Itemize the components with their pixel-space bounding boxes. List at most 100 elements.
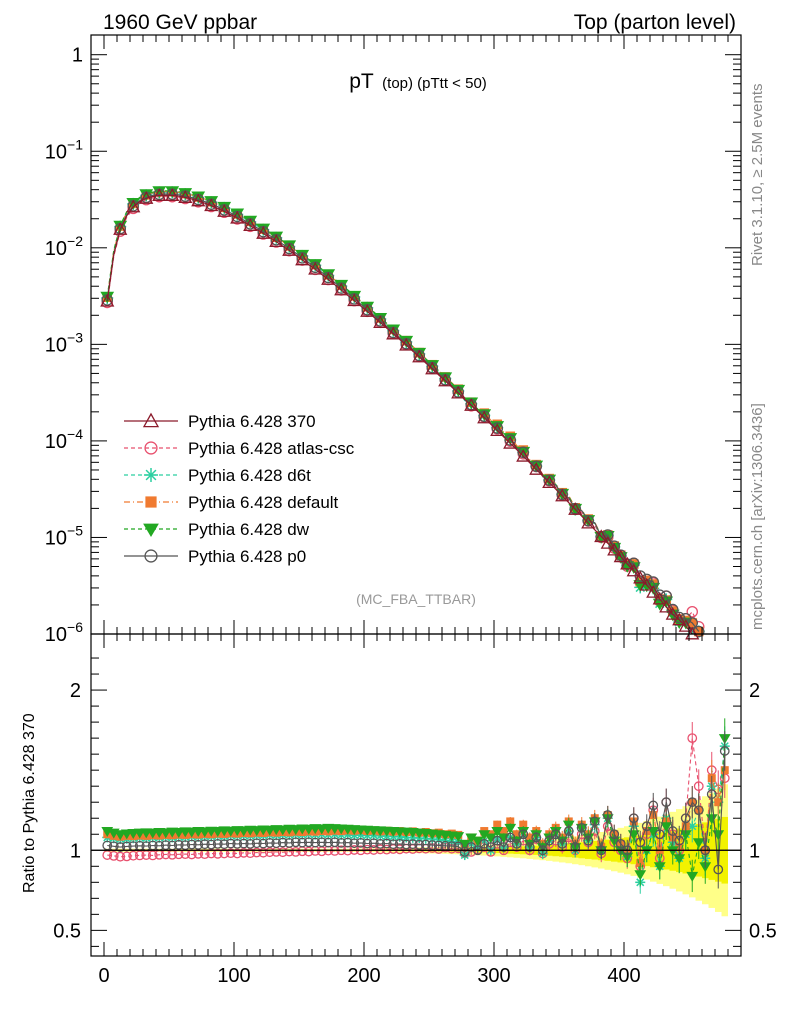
ratio-point xyxy=(524,842,535,852)
ratio-point xyxy=(557,838,568,849)
ratio-point xyxy=(115,842,126,852)
data-point xyxy=(139,189,154,201)
ratio-point xyxy=(485,842,496,852)
data-point xyxy=(100,293,115,307)
x-tick-label: 0 xyxy=(98,965,109,987)
ratio-point xyxy=(381,844,392,855)
ratio-point xyxy=(602,810,613,820)
ratio-point xyxy=(212,838,223,849)
ratio-point xyxy=(692,838,705,849)
header-energy: 1960 GeV ppbar xyxy=(103,11,257,34)
data-point xyxy=(678,619,693,632)
data-point xyxy=(230,210,245,224)
ratio-point xyxy=(713,864,724,875)
ratio-point xyxy=(525,833,534,842)
data-point xyxy=(602,529,614,541)
main-ytick-base: 10 xyxy=(45,624,67,646)
ratio-point xyxy=(232,838,243,849)
data-point xyxy=(600,535,615,549)
data-point xyxy=(451,385,466,399)
data-point xyxy=(504,434,516,446)
ratio-point xyxy=(303,837,314,848)
ratio-point xyxy=(146,828,159,839)
ratio-point xyxy=(505,832,516,843)
x-tick-label: 400 xyxy=(607,965,640,987)
legend-marker xyxy=(145,496,157,508)
ratio-point xyxy=(238,838,249,849)
ratio-point xyxy=(258,838,269,849)
ratio-point xyxy=(667,826,678,836)
main-ytick-exponent: −6 xyxy=(67,619,83,635)
ratio-point xyxy=(388,839,399,850)
analysis-name: (MC_FBA_TTBAR) xyxy=(356,591,476,607)
data-point xyxy=(152,186,167,198)
main-frame xyxy=(90,34,742,635)
ratio-point xyxy=(719,746,730,756)
data-point xyxy=(517,446,530,459)
ratio-point xyxy=(401,839,412,850)
ratio-point xyxy=(576,822,587,833)
ratio-point xyxy=(336,837,347,848)
data-point xyxy=(594,529,609,543)
ratio-point xyxy=(355,837,366,848)
ratio-point xyxy=(349,838,360,849)
ratio-point xyxy=(245,848,256,859)
ratio-point xyxy=(237,826,250,837)
ratio-point xyxy=(615,838,626,849)
ratio-point xyxy=(506,817,515,826)
plot-title-sub: (top) (pTtt < 50) xyxy=(382,75,487,92)
ratio-point xyxy=(693,781,704,792)
data-point xyxy=(204,196,219,208)
series-line xyxy=(106,194,693,635)
data-point xyxy=(308,261,323,275)
ratio-point xyxy=(687,733,698,744)
ratio-point xyxy=(238,847,249,858)
ratio-point xyxy=(680,813,691,824)
data-point xyxy=(412,349,427,363)
main-ytick-label: 10−5 xyxy=(45,522,83,549)
ratio-point xyxy=(420,839,431,850)
ratio-point xyxy=(198,827,211,838)
data-point xyxy=(113,222,128,235)
data-point xyxy=(217,204,232,217)
ratio-point xyxy=(329,837,340,848)
ratio-ytick-label-right: 2 xyxy=(749,680,760,702)
data-point xyxy=(581,515,596,529)
ratio-point xyxy=(193,839,204,850)
ratio-line xyxy=(107,750,726,870)
legend-marker xyxy=(143,523,159,537)
main-ytick-base: 10 xyxy=(45,527,67,549)
data-point xyxy=(608,540,621,552)
ratio-point xyxy=(648,800,659,811)
data-point xyxy=(243,218,258,232)
ratio-point xyxy=(186,839,197,850)
ratio-point xyxy=(134,850,145,861)
main-ytick-label: 10−2 xyxy=(45,233,83,260)
ratio-point xyxy=(493,820,502,829)
ratio-point xyxy=(108,850,119,861)
ratio-point xyxy=(640,846,653,857)
data-point xyxy=(438,373,453,387)
data-point xyxy=(543,474,556,486)
data-point xyxy=(490,423,505,437)
data-point xyxy=(568,502,583,515)
data-point xyxy=(652,591,667,605)
ratio-point xyxy=(290,837,301,848)
data-point xyxy=(373,315,388,329)
data-point xyxy=(620,556,635,570)
data-point xyxy=(295,252,310,266)
data-point xyxy=(165,188,180,201)
ratio-point xyxy=(368,838,379,849)
legend-marker xyxy=(144,468,158,482)
data-point xyxy=(399,337,414,351)
asterisk-stroke xyxy=(688,822,697,831)
main-axes: 110−110−210−310−410−510−6 xyxy=(45,35,741,646)
ratio-point xyxy=(342,837,353,848)
rivet-label: Rivet 3.1.10, ≥ 2.5M events xyxy=(749,84,766,267)
ratio-point xyxy=(290,846,301,857)
ratio-point xyxy=(491,827,504,838)
ratio-point xyxy=(714,798,723,807)
ratio-point xyxy=(519,820,528,829)
main-ytick-base: 10 xyxy=(45,431,67,453)
legend-marker xyxy=(144,549,158,563)
